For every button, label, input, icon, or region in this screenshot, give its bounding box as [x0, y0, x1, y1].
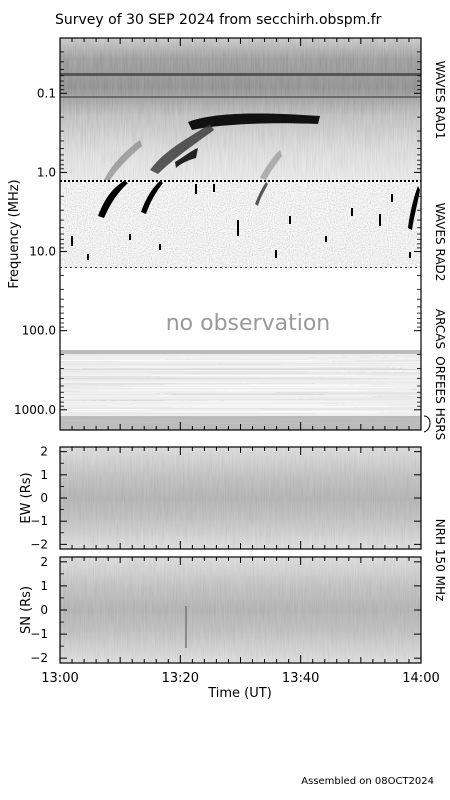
label-hsrs: HSRS	[433, 408, 447, 441]
rad1-line-a	[60, 73, 421, 76]
hsrs-band	[60, 416, 421, 430]
chart-title: Survey of 30 SEP 2024 from secchirh.obsp…	[55, 12, 382, 28]
time-tick-label: 13:00	[41, 671, 78, 686]
time-axis-label: Time (UT)	[207, 686, 272, 701]
label-waves-rad2: WAVES RAD2	[433, 203, 447, 282]
nrh-sn-panel	[59, 556, 422, 664]
no-observation-gap	[60, 268, 421, 352]
axes-layer: 0.1 1.0 10.0 100.0 1000.0 2 1 0 −1 −2 2 1 0 −1 −2 13:00…	[14, 37, 440, 686]
burst-drift-a	[150, 124, 214, 174]
freq-tick-label: 1000.0	[14, 403, 56, 417]
nrh-ew-panel	[59, 446, 422, 550]
arcas-strip	[60, 350, 421, 354]
label-arcas: ARCAS	[433, 309, 447, 349]
burst-drift-c	[104, 140, 142, 180]
rad1-texture	[60, 38, 421, 180]
freq-tick-label: 0.1	[37, 86, 56, 100]
sn-tick-label: 2	[40, 555, 48, 569]
rad2-burst-a	[98, 181, 128, 218]
sn-texture	[60, 557, 421, 663]
rad2-burst-b	[141, 181, 163, 214]
label-orfees: ORFEES	[433, 356, 447, 403]
frequency-axis-label: Frequency (MHz)	[7, 179, 22, 288]
sn-tick-label: −2	[30, 651, 48, 665]
freq-tick-label: 100.0	[22, 324, 56, 338]
label-nrh-150: NRH 150 MHz	[433, 519, 447, 602]
rad2-noise	[60, 180, 421, 268]
burst-drift-d	[260, 150, 282, 180]
rad2-burst-c	[408, 186, 420, 230]
time-tick-label: 13:40	[282, 671, 319, 686]
ew-axis-label: EW (Rs)	[19, 472, 34, 523]
hsrs-bracket	[423, 415, 431, 433]
rad2-burst-d	[255, 182, 268, 206]
rad1-line-b	[60, 96, 421, 98]
ew-tick-label: 0	[40, 491, 48, 505]
time-tick-label: 13:20	[162, 671, 199, 686]
no-observation-label: no observation	[166, 311, 331, 336]
freq-tick-label: 10.0	[29, 245, 56, 259]
label-waves-rad1: WAVES RAD1	[433, 61, 447, 140]
sn-tick-label: 1	[40, 579, 48, 593]
ew-texture	[60, 447, 421, 549]
sn-tick-label: −1	[30, 627, 48, 641]
ew-tick-label: 1	[40, 468, 48, 482]
sn-tick-label: 0	[40, 603, 48, 617]
rad2-spikes	[71, 184, 411, 260]
ew-tick-label: 2	[40, 445, 48, 459]
ew-tick-label: −2	[30, 537, 48, 551]
ew-tick-label: −1	[30, 514, 48, 528]
freq-tick-label: 1.0	[37, 165, 56, 179]
burst-drift-b	[175, 148, 198, 168]
time-tick-label: 14:00	[402, 671, 439, 686]
assembled-footer: Assembled on 08OCT2024	[301, 776, 434, 787]
sn-axis-label: SN (Rs)	[19, 586, 34, 634]
spectrum-panel: no observation	[59, 37, 422, 431]
burst-main	[188, 113, 320, 130]
